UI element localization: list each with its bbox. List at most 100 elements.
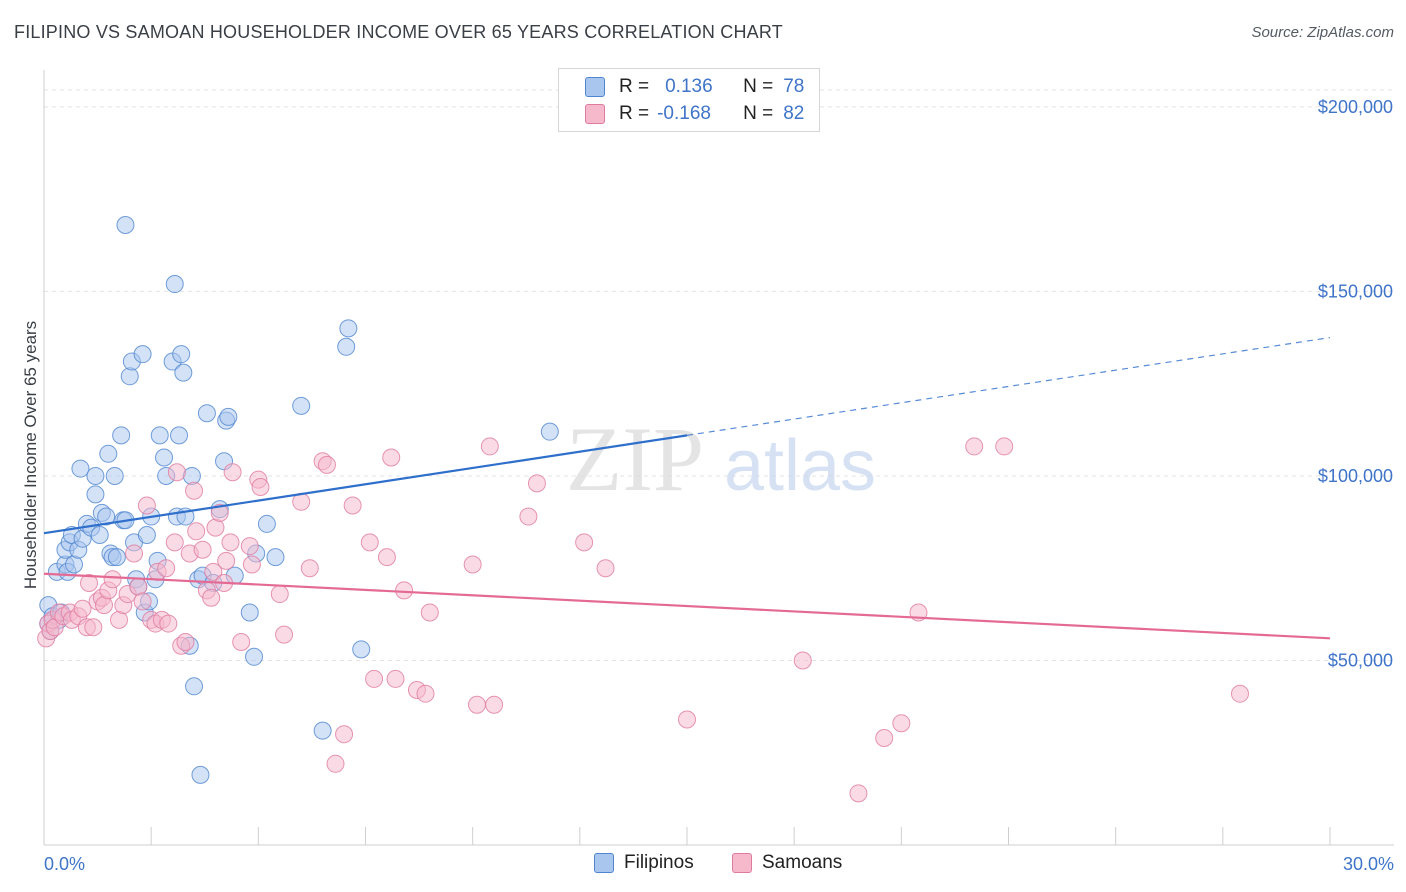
samoan-point [480,437,499,456]
legend-item-samoans[interactable]: Samoans [732,852,842,874]
legend-row-filipinos: R = 0.136 N = 78 [585,74,804,100]
y-axis-label: Householder Income Over 65 years [21,321,40,589]
samoan-point [159,614,178,633]
filipino-point [182,466,201,485]
samoan-point [365,669,384,688]
samoan-point [232,633,251,652]
samoan-point [187,522,206,541]
samoan-point [875,728,894,747]
samoan-point [176,633,195,652]
legend-r-label: R = [619,76,650,97]
legend-r-value: -0.168 [657,103,711,124]
samoan-swatch [585,104,605,124]
watermark: ZIP atlas [566,408,876,510]
samoan-point [575,533,594,552]
samoan-point [133,592,152,611]
samoan-point [317,455,336,474]
gridlines [44,89,1394,661]
legend-label-filipinos: Filipinos [624,852,694,873]
filipino-point [86,485,105,504]
samoan-point [242,555,261,574]
samoan-point [377,548,396,567]
samoan-point [965,437,984,456]
filipino-point [172,345,191,364]
samoan-point [326,754,345,773]
filipino-point [219,407,238,426]
filipino-point [540,422,559,441]
samoan-point [202,588,221,607]
filipino-point [120,367,139,386]
filipino-swatch [585,77,605,97]
samoan-point [420,603,439,622]
samoan-point [240,537,259,556]
chart-title: FILIPINO VS SAMOAN HOUSEHOLDER INCOME OV… [14,22,783,42]
samoan-point [360,533,379,552]
filipino-point [185,677,204,696]
watermark-zip: ZIP [566,408,704,510]
legend-row-samoans: R = -0.168 N = 82 [585,101,804,127]
samoan-point [995,437,1014,456]
y-tick-label: $150,000 [1318,281,1393,301]
axes [43,70,1394,846]
samoan-point [223,463,242,482]
filipino-point [97,507,116,526]
filipino-trend-extension [686,336,1331,436]
samoan-point [193,540,212,559]
samoan-point [1230,684,1249,703]
samoan-point [596,559,615,578]
y-tick-label: $50,000 [1328,650,1393,670]
samoan-point [165,533,184,552]
filipino-point [245,647,264,666]
samoan-point [251,478,270,497]
filipino-point [116,216,135,234]
correlation-legend: R = 0.136 N = 78 R = -0.168 N = 82 [558,68,820,132]
samoan-trend-line [43,572,1331,640]
filipino-point [170,426,189,445]
filipino-swatch [594,853,614,873]
samoan-point [678,710,696,729]
legend-n-label: N = [743,103,774,124]
filipino-point [257,514,276,533]
y-tick-labels: $50,000 $100,000 $150,000 $200,000 [1318,97,1393,671]
samoan-point [519,507,538,526]
filipino-point [174,363,193,382]
samoan-point [335,725,354,744]
trend-lines [43,336,1331,640]
samoan-point [210,503,229,522]
filipino-point [150,426,169,445]
samoan-point [125,544,144,563]
watermark-atlas: atlas [724,426,876,506]
filipino-point [240,603,259,622]
x-tick-label-max: 30.0% [1343,854,1394,874]
samoan-point [157,559,176,578]
samoan-point [300,559,319,578]
filipino-point [107,548,126,567]
samoan-point [80,573,99,592]
legend-item-filipinos[interactable]: Filipinos [594,852,694,874]
samoan-point [217,551,236,570]
filipino-point [266,548,285,567]
samoan-point [386,669,405,688]
legend-n-value: 78 [783,76,805,97]
filipino-point [155,448,174,467]
filipino-point [337,337,356,356]
legend-label-samoans: Samoans [762,852,843,873]
y-tick-label: $200,000 [1318,97,1393,117]
filipino-point [191,765,210,784]
samoan-points [37,437,1249,803]
samoan-point [73,599,92,618]
filipino-point [313,721,332,740]
filipino-trend-line [43,434,688,535]
samoan-swatch [732,853,752,873]
series-legend: Filipinos Samoans [0,852,1406,878]
samoan-point [849,784,868,803]
samoan-point [467,695,486,714]
filipino-point [90,526,109,544]
filipino-point [86,466,105,485]
filipino-point [112,426,131,445]
filipino-point [352,640,371,659]
filipino-point [99,444,118,463]
samoan-point [221,533,240,552]
filipino-point [292,396,311,415]
